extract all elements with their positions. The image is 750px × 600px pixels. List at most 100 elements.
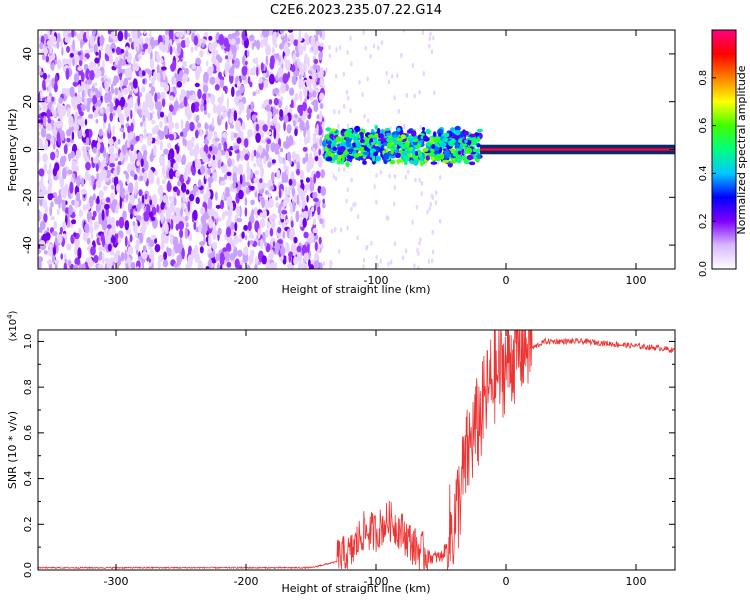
heatmap-cell (449, 132, 455, 136)
heatmap-cell (442, 137, 448, 143)
heatmap-cell (74, 124, 79, 131)
heatmap-cell (433, 137, 440, 143)
heatmap-cell (279, 43, 283, 50)
heatmap-cell (207, 99, 210, 104)
heatmap-cell (50, 35, 57, 43)
heatmap-cell (377, 127, 381, 134)
heatmap-cell (233, 145, 240, 150)
heatmap-cell (180, 207, 183, 218)
heatmap-cell (307, 56, 310, 68)
heatmap-cell (238, 264, 243, 269)
heatmap-cell (346, 187, 349, 193)
heatmap-cell (168, 168, 174, 180)
heatmap-cell (194, 129, 199, 139)
heatmap-cell (274, 43, 278, 48)
heatmap-cell (278, 57, 281, 62)
heatmap-cell (397, 108, 400, 114)
heatmap-cell (47, 192, 53, 201)
heatmap-cell (429, 201, 432, 207)
heatmap-cell (129, 213, 133, 220)
heatmap-cell (208, 258, 213, 268)
heatmap-cell (104, 243, 109, 250)
heatmap-cell (301, 78, 304, 90)
heatmap-cell (430, 156, 436, 161)
heatmap-cell (260, 218, 266, 228)
heatmap-cell (80, 104, 86, 112)
snr-scale-annotation: (x104) (6, 310, 19, 341)
heatmap-cell (157, 101, 162, 112)
heatmap-cell (94, 156, 99, 164)
spectrogram-frame (37, 29, 676, 270)
heatmap-cell (53, 220, 57, 230)
heatmap-cell (65, 88, 71, 97)
heatmap-cell (215, 204, 222, 209)
heatmap-cell (88, 128, 92, 139)
heatmap-cell (126, 67, 133, 79)
y-tick-label: 0.6 (23, 425, 34, 441)
heatmap-cell (38, 119, 44, 124)
heatmap-cell (47, 243, 54, 249)
heatmap-cell (110, 251, 115, 256)
heatmap-cell (74, 236, 80, 249)
heatmap-cell (272, 37, 277, 42)
heatmap-cell (318, 51, 323, 61)
heatmap-cell (51, 96, 55, 102)
heatmap-cell (143, 214, 150, 222)
heatmap-cell (332, 174, 335, 180)
heatmap-cell (220, 180, 226, 186)
heatmap-cell (389, 126, 392, 132)
heatmap-cell (283, 173, 289, 184)
heatmap-cell (268, 73, 275, 85)
heatmap-cell (431, 249, 435, 255)
heatmap-cell (387, 261, 390, 267)
heatmap-cell (225, 226, 232, 238)
heatmap-cell (142, 101, 148, 112)
heatmap-cell (194, 44, 198, 52)
heatmap-cell (282, 199, 287, 208)
heatmap-cell (66, 106, 71, 118)
heatmap-cell (350, 206, 353, 212)
heatmap-cell (116, 164, 120, 176)
heatmap-cell (352, 202, 355, 208)
heatmap-cell (106, 215, 112, 224)
heatmap-cell (85, 137, 90, 146)
heatmap-cell (212, 154, 216, 161)
spectrogram-y-label: Frequency (Hz) (6, 109, 19, 192)
heatmap-cell (102, 158, 106, 167)
heatmap-cell (133, 210, 138, 217)
heatmap-cell (369, 149, 374, 155)
heatmap-cell (48, 179, 53, 190)
heatmap-cell (236, 80, 241, 90)
heatmap-cell (237, 95, 243, 100)
heatmap-cell (468, 161, 476, 166)
heatmap-cell (435, 156, 441, 162)
heatmap-cell (135, 239, 140, 247)
heatmap-cell (254, 264, 258, 269)
heatmap-cell (143, 160, 149, 171)
heatmap-cell (307, 158, 314, 170)
heatmap-cell (137, 53, 142, 60)
heatmap-cell (187, 200, 191, 212)
heatmap-cell (98, 246, 104, 251)
heatmap-cell (257, 228, 261, 240)
heatmap-cell (216, 66, 221, 73)
heatmap-cell (408, 138, 415, 143)
heatmap-cell (413, 263, 416, 269)
heatmap-cell (159, 140, 163, 151)
heatmap-cell (354, 153, 358, 158)
heatmap-cell (209, 76, 216, 85)
heatmap-cell (141, 194, 145, 204)
heatmap-cell (215, 253, 220, 262)
heatmap-cell (81, 146, 87, 152)
heatmap-cell (389, 159, 396, 165)
heatmap-cell (63, 262, 67, 269)
heatmap-cell (251, 42, 254, 50)
heatmap-cell (117, 111, 122, 118)
heatmap-cell (104, 235, 111, 244)
heatmap-cell (342, 71, 346, 77)
heatmap-cell (92, 193, 96, 201)
heatmap-cell (207, 176, 214, 184)
heatmap-cell (237, 249, 243, 258)
heatmap-cell (52, 126, 58, 137)
